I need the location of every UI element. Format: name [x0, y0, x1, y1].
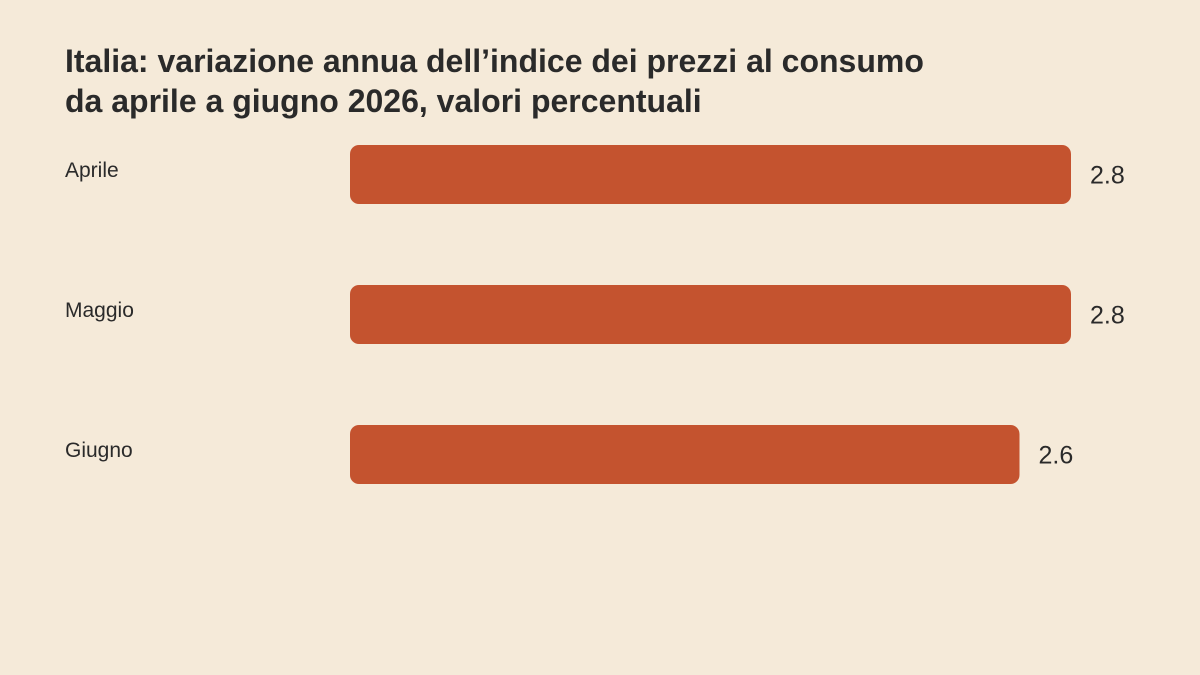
category-label-maggio: Maggio	[65, 299, 134, 322]
value-label-giugno: 2.6	[1039, 442, 1074, 470]
value-label-aprile: 2.8	[1090, 162, 1125, 190]
chart-title: Italia: variazione annua dell’indice dei…	[65, 43, 924, 119]
bar-giugno	[350, 425, 1020, 484]
category-label-aprile: Aprile	[65, 159, 119, 182]
bar-maggio	[350, 285, 1071, 344]
value-label-maggio: 2.8	[1090, 302, 1125, 330]
bar-aprile	[350, 145, 1071, 204]
category-label-giugno: Giugno	[65, 439, 133, 462]
